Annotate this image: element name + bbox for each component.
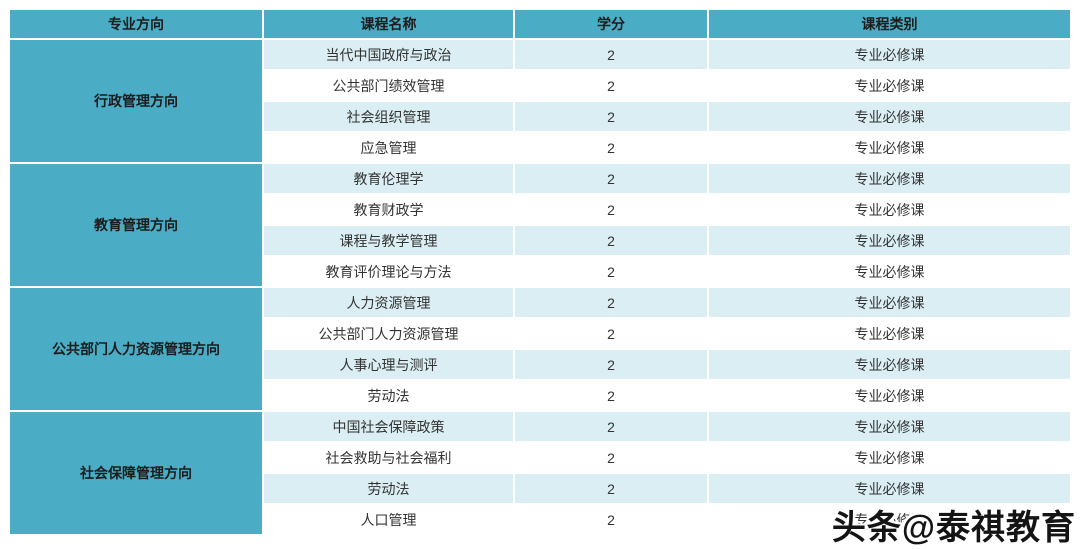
- column-header-credits: 学分: [513, 8, 709, 40]
- credits-cell: 2: [513, 162, 709, 195]
- credits-cell: 2: [513, 410, 709, 443]
- table-row: 课程与教学管理 2 专业必修课: [9, 224, 1072, 257]
- category-cell: 专业必修课: [707, 379, 1072, 412]
- category-cell: 专业必修课: [707, 224, 1072, 257]
- table-row: 人口管理 2 专业必修课: [9, 503, 1072, 536]
- table-row: 社会组织管理 2 专业必修课: [9, 100, 1072, 133]
- credits-cell: 2: [513, 131, 709, 164]
- course-table: 专业方向 课程名称 学分 课程类别 行政管理方向 当代中国政府与政治 2 专业必…: [8, 8, 1072, 536]
- credits-cell: 2: [513, 224, 709, 257]
- credits-cell: 2: [513, 348, 709, 381]
- category-cell: 专业必修课: [707, 193, 1072, 226]
- course-name-cell: 中国社会保障政策: [262, 410, 515, 443]
- course-name-cell: 人力资源管理: [262, 286, 515, 319]
- table-row: 社会保障管理方向 中国社会保障政策 2 专业必修课: [8, 410, 1072, 536]
- table-row: 公共部门绩效管理 2 专业必修课: [9, 69, 1072, 102]
- credits-cell: 2: [513, 193, 709, 226]
- category-cell: 专业必修课: [707, 503, 1072, 536]
- course-name-cell: 人口管理: [262, 503, 515, 536]
- category-cell: 专业必修课: [707, 38, 1072, 71]
- category-cell: 专业必修课: [707, 410, 1072, 443]
- course-name-cell: 公共部门绩效管理: [262, 69, 515, 102]
- course-name-cell: 社会救助与社会福利: [262, 441, 515, 474]
- table-row: 人事心理与测评 2 专业必修课: [9, 348, 1072, 381]
- table-row: 社会救助与社会福利 2 专业必修课: [9, 441, 1072, 474]
- category-cell: 专业必修课: [707, 317, 1072, 350]
- column-header-course: 课程名称: [262, 8, 515, 40]
- course-name-cell: 应急管理: [262, 131, 515, 164]
- category-cell: 专业必修课: [707, 441, 1072, 474]
- credits-cell: 2: [513, 38, 709, 71]
- course-name-cell: 人事心理与测评: [262, 348, 515, 381]
- course-name-cell: 劳动法: [262, 472, 515, 505]
- direction-cell: 公共部门人力资源管理方向: [8, 286, 264, 412]
- category-cell: 专业必修课: [707, 100, 1072, 133]
- category-cell: 专业必修课: [707, 69, 1072, 102]
- category-cell: 专业必修课: [707, 255, 1072, 288]
- table-row: 公共部门人力资源管理方向 人力资源管理 2 专业必修课: [8, 286, 1072, 412]
- direction-cell: 教育管理方向: [8, 162, 264, 288]
- credits-cell: 2: [513, 441, 709, 474]
- category-cell: 专业必修课: [707, 286, 1072, 319]
- header-row: 专业方向 课程名称 学分 课程类别: [8, 8, 1072, 40]
- credits-cell: 2: [513, 379, 709, 412]
- table-row: 教育评价理论与方法 2 专业必修课: [9, 255, 1072, 288]
- course-name-cell: 社会组织管理: [262, 100, 515, 133]
- credits-cell: 2: [513, 100, 709, 133]
- credits-cell: 2: [513, 286, 709, 319]
- course-name-cell: 公共部门人力资源管理: [262, 317, 515, 350]
- table-row: 行政管理方向 当代中国政府与政治 2 专业必修课: [8, 38, 1072, 164]
- table-row: 公共部门人力资源管理 2 专业必修课: [9, 317, 1072, 350]
- category-cell: 专业必修课: [707, 348, 1072, 381]
- table-row: 教育财政学 2 专业必修课: [9, 193, 1072, 226]
- course-name-cell: 当代中国政府与政治: [262, 38, 515, 71]
- table-row: 教育管理方向 教育伦理学 2 专业必修课: [8, 162, 1072, 288]
- course-name-cell: 劳动法: [262, 379, 515, 412]
- category-cell: 专业必修课: [707, 131, 1072, 164]
- column-header-category: 课程类别: [707, 8, 1072, 40]
- course-name-cell: 教育伦理学: [262, 162, 515, 195]
- credits-cell: 2: [513, 69, 709, 102]
- category-cell: 专业必修课: [707, 472, 1072, 505]
- credits-cell: 2: [513, 255, 709, 288]
- column-header-direction: 专业方向: [8, 8, 264, 40]
- credits-cell: 2: [513, 503, 709, 536]
- category-cell: 专业必修课: [707, 162, 1072, 195]
- credits-cell: 2: [513, 317, 709, 350]
- direction-cell: 社会保障管理方向: [8, 410, 264, 536]
- course-name-cell: 课程与教学管理: [262, 224, 515, 257]
- table-row: 劳动法 2 专业必修课: [9, 472, 1072, 505]
- table-row: 应急管理 2 专业必修课: [9, 131, 1072, 164]
- course-name-cell: 教育财政学: [262, 193, 515, 226]
- credits-cell: 2: [513, 472, 709, 505]
- table-row: 劳动法 2 专业必修课: [9, 379, 1072, 412]
- direction-cell: 行政管理方向: [8, 38, 264, 164]
- course-name-cell: 教育评价理论与方法: [262, 255, 515, 288]
